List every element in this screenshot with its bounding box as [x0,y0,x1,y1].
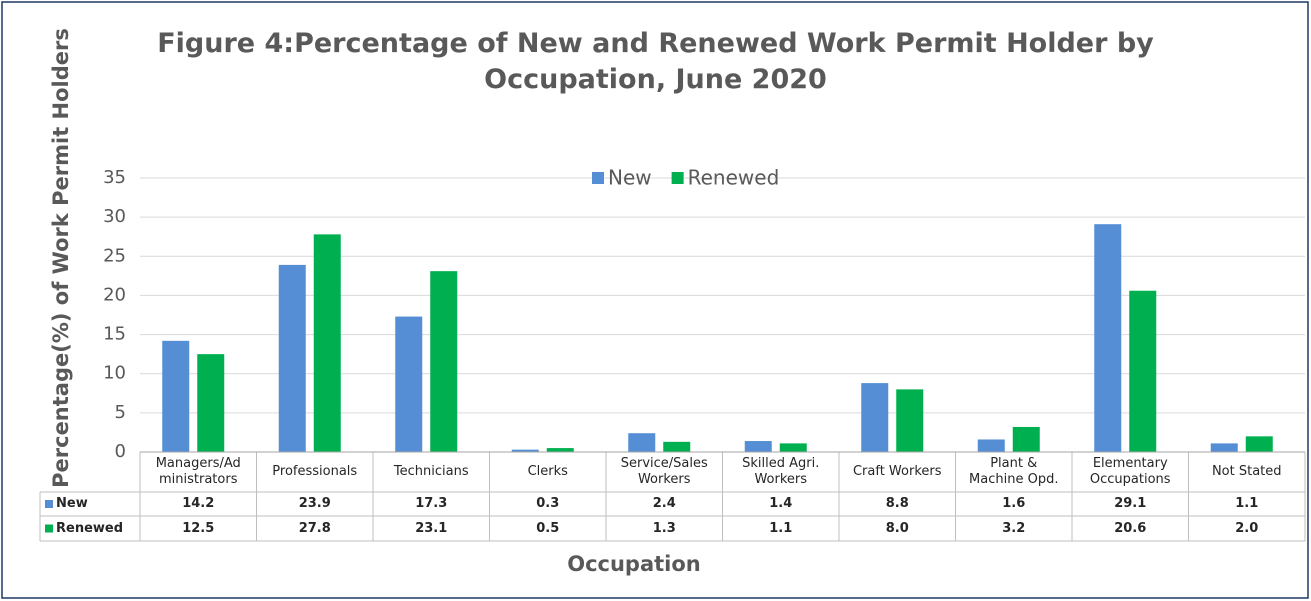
bar [779,443,807,452]
category-label: Technicians [393,464,469,479]
legend-label: Renewed [688,166,780,190]
table-series-name: Renewed [56,520,124,536]
y-tick-label: 5 [115,402,126,423]
table-legend-swatch [45,524,53,533]
y-tick-label: 0 [115,441,126,462]
table-value: 2.4 [652,496,676,511]
table-value: 20.6 [1114,520,1147,536]
table-value: 1.1 [1235,496,1259,511]
bar [1245,436,1273,452]
table-value: 29.1 [1114,496,1147,511]
category-label: Managers/Ad ministrators [155,456,241,487]
bar [546,448,574,452]
bar [628,433,656,452]
table-value: 1.1 [769,520,793,536]
category-label: Clerks [527,464,568,479]
table-value: 1.6 [1002,496,1026,511]
category-label: Plant & Machine Opd. [969,456,1059,487]
bar [278,264,306,452]
bar [744,441,772,452]
bar [197,354,225,452]
bar [977,439,1005,452]
y-tick-label: 35 [103,167,126,188]
legend-label: New [608,166,652,190]
table-value: 17.3 [415,496,448,511]
table-value: 23.1 [415,520,448,536]
table-value: 14.2 [182,496,215,511]
category-label: Not Stated [1211,464,1282,479]
bar [896,389,924,452]
y-tick-label: 25 [103,245,126,266]
y-tick-label: 30 [103,206,126,227]
bar [313,234,341,452]
table-series-name: New [56,496,88,511]
table-value: 1.4 [769,496,793,511]
bar [1129,290,1157,452]
table-value: 2.0 [1235,520,1259,536]
bar [1012,426,1040,452]
chart-title: Figure 4:Percentage of New and Renewed W… [157,28,1154,95]
bar [430,271,458,452]
table-value: 27.8 [298,520,331,536]
legend-swatch [592,172,604,184]
legend-swatch [671,172,684,184]
y-axis-label: Percentage(%) of Work Permit Holders [49,28,73,488]
table-value: 8.8 [885,496,909,511]
table-value: 12.5 [182,520,215,536]
bar [1210,443,1238,452]
table-value: 0.5 [536,520,560,536]
table-value: 3.2 [1002,520,1026,536]
bar [861,383,889,452]
x-axis-label: Occupation [567,552,701,576]
category-label: Skilled Agri. Workers [742,456,820,487]
table-value: 1.3 [652,520,676,536]
bar [395,316,423,452]
y-tick-label: 10 [103,363,126,384]
bar [1094,224,1122,452]
bar [663,441,691,452]
table-value: 8.0 [885,520,909,536]
bar [511,449,539,452]
table-value: 23.9 [298,496,331,511]
category-label: Professionals [272,464,358,479]
y-tick-label: 15 [103,324,126,345]
bar [162,340,190,452]
category-label: Elementary Occupations [1089,456,1171,487]
table-value: 0.3 [536,496,560,511]
category-label: Craft Workers [852,464,942,479]
table-legend-swatch [45,500,53,508]
y-tick-label: 20 [103,284,126,305]
category-label: Service/Sales Workers [620,456,708,487]
